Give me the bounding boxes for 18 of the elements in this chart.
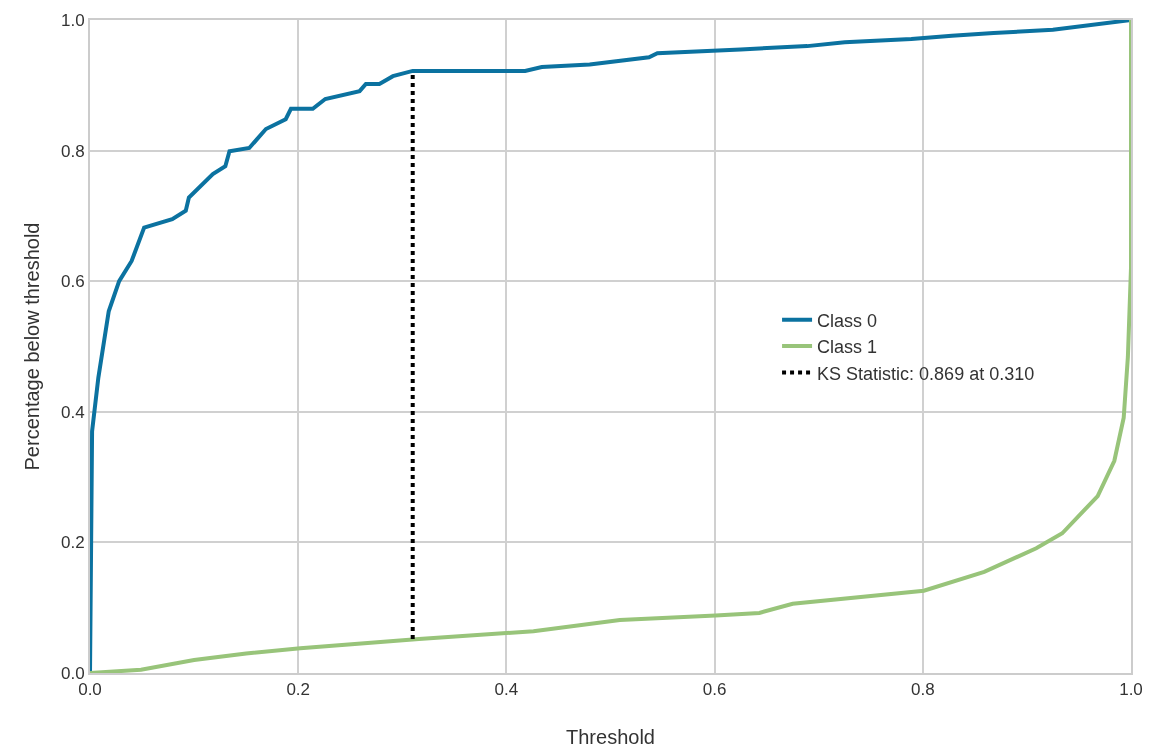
y-tick-label: 0.6 bbox=[60, 272, 85, 292]
x-tick-label: 1.0 bbox=[1119, 680, 1143, 700]
line-series bbox=[90, 20, 1131, 673]
y-axis-title: Percentage below threshold bbox=[21, 222, 43, 471]
legend-label: Class 0 bbox=[817, 310, 878, 331]
x-tick-label: 0.6 bbox=[702, 680, 727, 700]
x-axis-title: Threshold bbox=[566, 726, 655, 748]
y-tick-label: 0.4 bbox=[60, 402, 85, 422]
x-tick-label: 0.8 bbox=[910, 680, 935, 700]
legend-label: Class 1 bbox=[817, 337, 878, 358]
legend-label: KS Statistic: 0.869 at 0.310 bbox=[817, 363, 1035, 384]
y-tick-label: 0.8 bbox=[60, 141, 85, 161]
y-tick-label: 0.0 bbox=[60, 663, 85, 683]
x-tick-label: 0.2 bbox=[286, 680, 311, 700]
x-tick-label: 0.0 bbox=[78, 680, 102, 700]
y-tick-label: 0.2 bbox=[60, 533, 85, 553]
y-tick-label: 1.0 bbox=[60, 10, 85, 30]
x-tick-label: 0.4 bbox=[494, 680, 519, 700]
